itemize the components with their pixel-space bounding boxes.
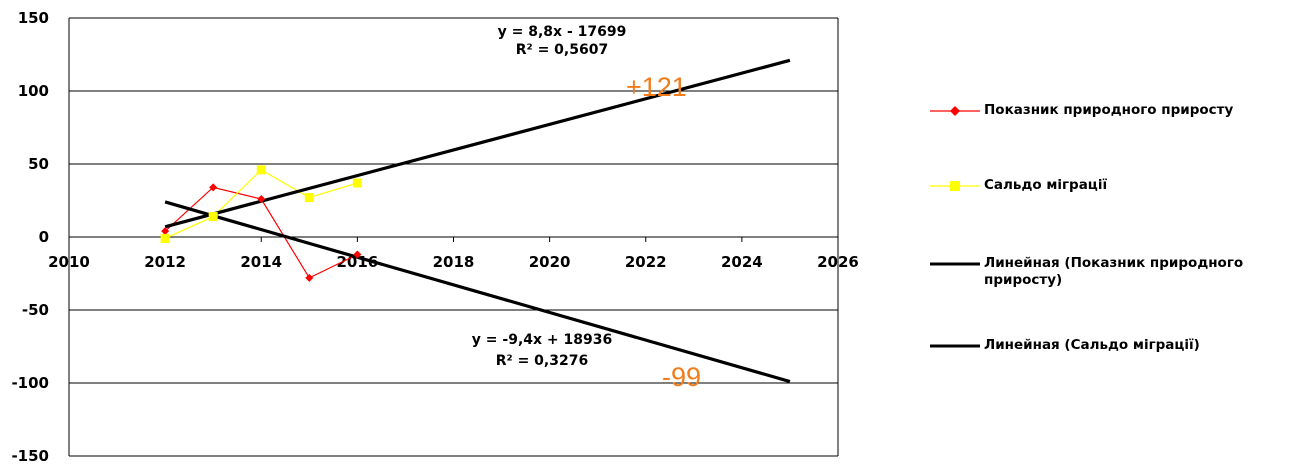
trendline-2	[164, 58, 791, 229]
legend-item-trend-migration: Линейная (Сальдо міграції)	[928, 337, 1304, 355]
data-markers	[160, 165, 362, 282]
x-tick-label: 2018	[433, 253, 475, 271]
annotations: y = 8,8x - 17699 R² = 0,5607 y = -9,4x +…	[472, 24, 701, 392]
legend-label: Показник природного приросту	[984, 102, 1234, 118]
black-line-icon	[930, 262, 980, 266]
data-point-diamond	[353, 250, 362, 259]
data-point-square	[208, 212, 218, 222]
x-tick-label: 2016	[337, 253, 379, 271]
x-tick-label: 2024	[721, 253, 763, 271]
trend-r2-1: R² = 0,5607	[516, 42, 608, 58]
y-tick-label: 100	[18, 82, 49, 100]
trend-equation-1: y = 8,8x - 17699	[498, 24, 627, 40]
axes	[68, 18, 839, 456]
y-tick-label: 0	[39, 228, 49, 246]
trendlines	[164, 58, 791, 384]
data-point-diamond	[305, 273, 314, 282]
trend-equation-2: y = -9,4x + 18936	[472, 332, 612, 348]
x-tick-label: 2022	[625, 253, 667, 271]
y-tick-label: 50	[28, 155, 49, 173]
data-point-square	[256, 165, 266, 175]
red-diamond-line-icon	[930, 106, 980, 116]
y-tick-label: -150	[11, 447, 49, 465]
x-tick-label: 2012	[144, 253, 186, 271]
legend-item-trend-natural: Линейная (Показник природного приросту)	[928, 255, 1304, 289]
x-tick-label: 2010	[48, 253, 90, 271]
x-tick-label: 2026	[817, 253, 859, 271]
legend-item-migration: Сальдо міграції	[928, 177, 1304, 195]
legend-label: Сальдо міграції	[984, 177, 1108, 193]
y-tick-labels: 150 100 50 0 -50 -100 -150	[11, 9, 49, 465]
data-point-diamond	[209, 183, 218, 192]
x-tick-label: 2014	[240, 253, 282, 271]
legend-label: Линейная (Сальдо міграції)	[984, 337, 1200, 353]
forecast-label-minus: -99	[662, 362, 701, 392]
trendline-1	[164, 200, 791, 384]
legend-item-natural-growth: Показник природного приросту	[928, 102, 1304, 120]
black-line-icon	[930, 344, 980, 348]
data-point-square	[304, 193, 314, 203]
data-point-square	[160, 233, 170, 243]
yellow-square-line-icon	[930, 181, 980, 191]
y-tick-label: -100	[11, 374, 49, 392]
y-tick-label: 150	[18, 9, 49, 27]
x-tick-labels: 2010 2012 2014 2016 2018 2020 2022 2024 2026	[48, 253, 859, 271]
data-point-diamond	[161, 227, 170, 236]
y-tick-label: -50	[22, 301, 49, 319]
forecast-label-plus: +121	[626, 72, 687, 102]
gridlines	[69, 17, 838, 457]
data-point-square	[352, 178, 362, 188]
data-point-diamond	[257, 195, 266, 204]
x-tick-label: 2020	[529, 253, 571, 271]
legend-label: Линейная (Показник природного приросту)	[984, 255, 1244, 288]
trend-r2-2: R² = 0,3276	[496, 353, 588, 369]
